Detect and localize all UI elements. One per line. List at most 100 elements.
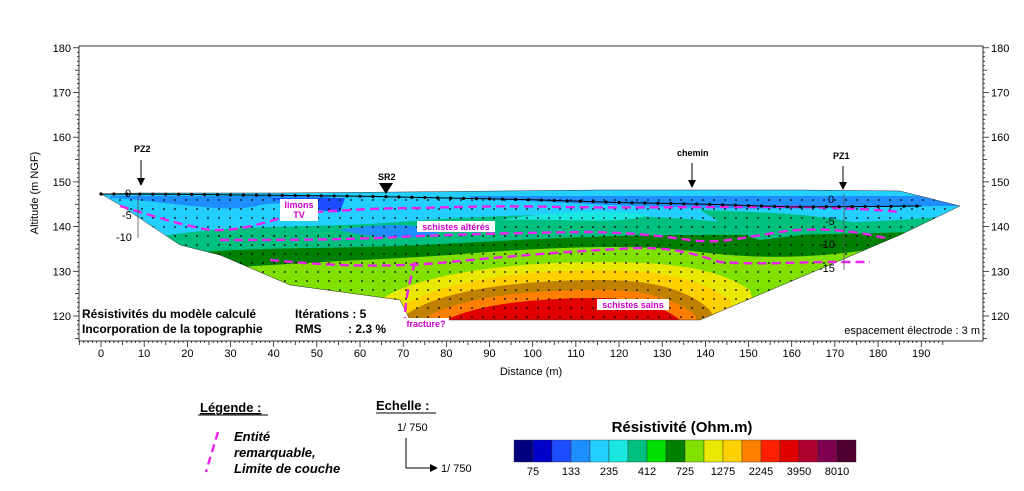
model-point — [504, 271, 506, 273]
model-point — [273, 208, 275, 210]
model-point — [691, 271, 693, 273]
model-point — [372, 316, 374, 318]
model-point — [130, 262, 132, 264]
model-point — [339, 271, 341, 273]
depth-right-15: -15 — [819, 263, 835, 275]
model-point — [944, 208, 946, 210]
model-point — [130, 289, 132, 291]
model-point — [427, 307, 429, 309]
depth-left-5: -5 — [122, 210, 132, 222]
model-point — [625, 280, 627, 282]
scale-arrow-icon — [430, 464, 438, 472]
model-point — [603, 226, 605, 228]
model-point — [306, 226, 308, 228]
model-point — [394, 271, 396, 273]
model-point — [372, 262, 374, 264]
model-point — [163, 262, 165, 264]
electrode-point — [151, 192, 155, 196]
model-point — [834, 289, 836, 291]
model-point — [911, 316, 913, 318]
model-point — [900, 271, 902, 273]
model-point — [845, 217, 847, 219]
model-point — [636, 289, 638, 291]
model-point — [713, 226, 715, 228]
model-point — [823, 262, 825, 264]
model-point — [944, 316, 946, 318]
model-point — [944, 271, 946, 273]
y-tick-left-140: 140 — [53, 222, 71, 234]
model-point — [735, 280, 737, 282]
model-point — [944, 199, 946, 201]
model-point — [922, 253, 924, 255]
model-point — [163, 208, 165, 210]
y-axis-label: Altitude (m NGF) — [29, 152, 41, 235]
model-point — [515, 289, 517, 291]
x-tick-50: 50 — [311, 348, 323, 360]
model-point — [438, 280, 440, 282]
model-point — [207, 253, 209, 255]
model-point — [669, 316, 671, 318]
y-tick-left-130: 130 — [53, 266, 71, 278]
model-point — [724, 280, 726, 282]
electrode-point — [293, 193, 297, 198]
model-point — [108, 280, 110, 282]
model-point — [262, 289, 264, 291]
model-point — [229, 298, 231, 300]
model-point — [394, 280, 396, 282]
model-point — [306, 244, 308, 246]
model-point — [570, 208, 572, 210]
model-point — [581, 298, 583, 300]
scale: Echelle : 1/ 750 1/ 750 — [376, 398, 472, 475]
model-point — [570, 226, 572, 228]
model-point — [504, 280, 506, 282]
model-point — [240, 199, 242, 201]
model-point — [680, 244, 682, 246]
marker-pz1: PZ1 — [833, 151, 850, 190]
marker-chemin: chemin — [677, 148, 709, 188]
model-point — [823, 307, 825, 309]
model-point — [207, 235, 209, 237]
model-point — [405, 217, 407, 219]
y-tick-left-160: 160 — [53, 132, 71, 144]
electrode-point — [462, 196, 466, 200]
model-point — [251, 199, 253, 201]
model-point — [163, 271, 165, 273]
model-point — [669, 244, 671, 246]
model-point — [317, 271, 319, 273]
model-point — [482, 217, 484, 219]
model-point — [207, 298, 209, 300]
electrode-point — [358, 194, 362, 198]
x-tick-70: 70 — [397, 348, 409, 360]
model-point — [944, 217, 946, 219]
model-point — [867, 262, 869, 264]
model-point — [757, 280, 759, 282]
model-point — [416, 271, 418, 273]
model-point — [889, 244, 891, 246]
model-point — [141, 208, 143, 210]
model-point — [405, 262, 407, 264]
model-point — [779, 199, 781, 201]
model-point — [460, 298, 462, 300]
model-point — [691, 289, 693, 291]
model-point — [669, 289, 671, 291]
model-point — [152, 235, 154, 237]
model-point — [438, 316, 440, 318]
model-point — [713, 271, 715, 273]
model-point — [526, 316, 528, 318]
model-point — [229, 226, 231, 228]
model-point — [515, 226, 517, 228]
model-point — [119, 298, 121, 300]
model-point — [636, 217, 638, 219]
model-point — [185, 289, 187, 291]
model-point — [493, 235, 495, 237]
model-point — [724, 226, 726, 228]
model-point — [471, 199, 473, 201]
electrode-point — [164, 192, 168, 196]
colorbar-swatch — [513, 439, 534, 463]
model-point — [537, 280, 539, 282]
model-point — [559, 271, 561, 273]
model-point — [735, 235, 737, 237]
model-point — [603, 235, 605, 237]
zone-schistes-alteres: schistes altérés — [417, 221, 495, 232]
model-point — [658, 262, 660, 264]
